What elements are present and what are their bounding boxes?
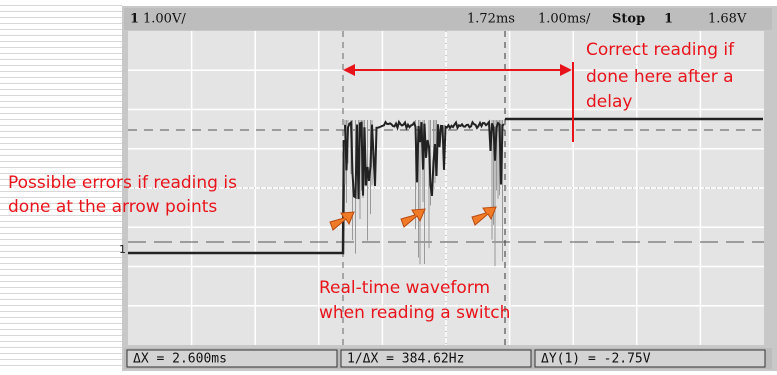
scope-screenshot: 1 1.00V/ 1.72ms 1.00ms/ Stop 1 1.68V 1 C…	[0, 0, 777, 371]
annotation: Correct reading if	[586, 40, 735, 60]
volt-scale: 1.00V/	[143, 12, 186, 27]
header-bar	[124, 8, 772, 30]
time-scale: 1.00ms/	[538, 12, 591, 27]
annotation: done at the arrow points	[8, 197, 217, 217]
annotation: delay	[586, 92, 632, 112]
annotation: when reading a switch	[319, 303, 510, 323]
annotation: Real-time waveform	[319, 278, 490, 298]
channel: 1	[130, 12, 139, 27]
delta-x: ΔX = 2.600ms	[133, 352, 227, 367]
channel-marker: 1	[119, 243, 126, 256]
delta-y: ΔY(1) = -2.75V	[541, 352, 651, 367]
annotation: Possible errors if reading is	[8, 173, 237, 193]
status: Stop	[612, 12, 645, 27]
trigger-time: 1.72ms	[467, 12, 515, 27]
annotation: done here after a	[586, 67, 734, 87]
inverse-delta-x: 1/ΔX = 384.62Hz	[347, 352, 464, 367]
trigger-level: 1.68V	[708, 12, 747, 27]
trigger-channel: 1	[664, 12, 673, 27]
